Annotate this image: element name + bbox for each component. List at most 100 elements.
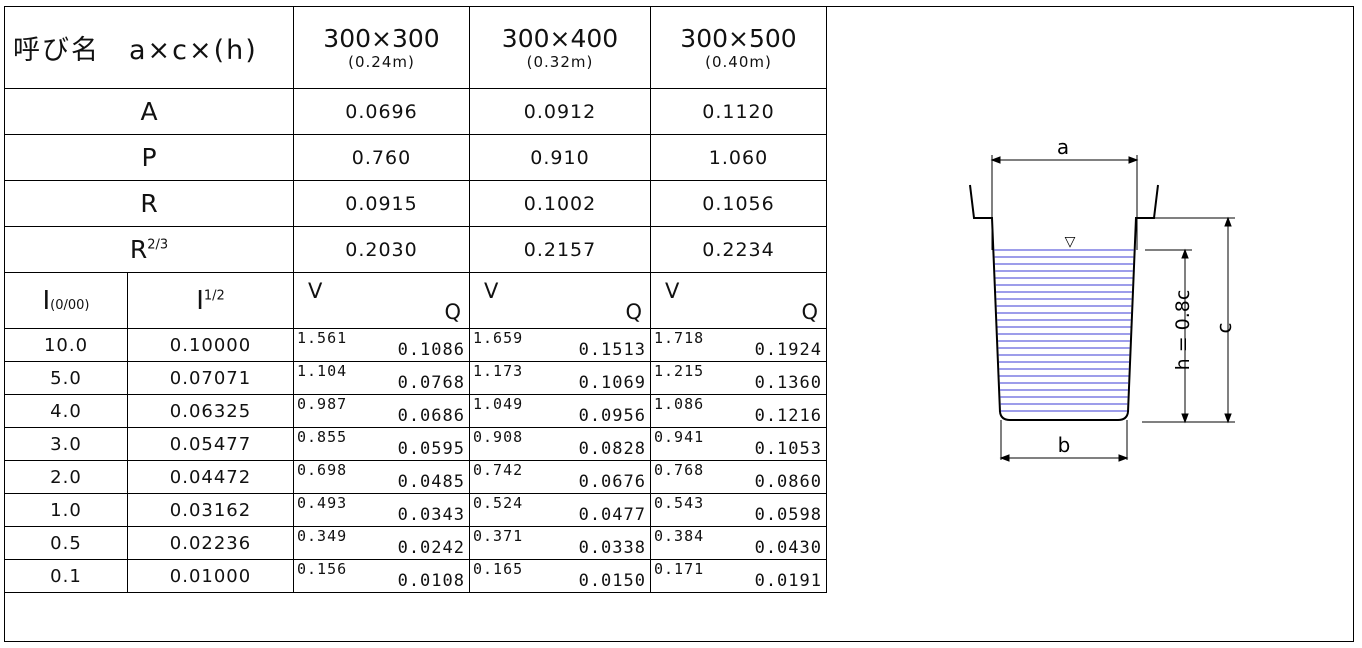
vq-cell: 1.104 0.0768 [293, 361, 470, 395]
velocity-value: 1.215 [654, 362, 705, 380]
discharge-value: 0.0242 [397, 538, 465, 558]
vq-cell: 0.349 0.0242 [293, 526, 470, 560]
table-row: 3.0 0.05477 0.855 0.0595 0.908 0.0828 0.941 0.1… [4, 427, 827, 461]
table-row: 1.0 0.03162 0.493 0.0343 0.524 0.0477 0.543 0.0… [4, 493, 827, 527]
velocity-label: V [308, 279, 323, 303]
slope-root-value: 0.03162 [127, 493, 294, 527]
vq-cell: 0.493 0.0343 [293, 493, 470, 527]
discharge-value: 0.0828 [578, 439, 646, 459]
velocity-value: 0.742 [473, 461, 524, 479]
arrow-icon [999, 454, 1010, 462]
velocity-value: 0.698 [297, 461, 348, 479]
slope-value: 4.0 [4, 394, 128, 428]
vq-cell: 0.543 0.0598 [650, 493, 827, 527]
velocity-value: 0.543 [654, 494, 705, 512]
prop-value: 0.0696 [293, 88, 470, 135]
label-a: a [1057, 135, 1069, 159]
discharge-value: 0.0477 [578, 505, 646, 525]
velocity-value: 1.049 [473, 395, 524, 413]
water-fill [994, 249, 1134, 412]
discharge-value: 0.0598 [754, 505, 822, 525]
vq-cell: 1.718 0.1924 [650, 328, 827, 362]
prop-label: A [4, 88, 294, 135]
prop-row-radius: R 0.0915 0.1002 0.1056 [4, 180, 827, 227]
channel-bottom [999, 411, 1129, 421]
discharge-value: 0.0595 [397, 439, 465, 459]
channel-right-wall [1127, 184, 1159, 413]
velocity-value: 1.561 [297, 329, 348, 347]
flow-table: 呼び名 a×c×(h) 300×300 (0.24m) 300×400 (0.32m… [4, 6, 827, 593]
size-depth: (0.24m) [348, 52, 415, 71]
prop-label: R [4, 180, 294, 227]
label-b: b [1058, 433, 1071, 457]
slope-root-value: 0.10000 [127, 328, 294, 362]
velocity-label: V [665, 279, 680, 303]
size-name: 300×300 [323, 23, 440, 53]
prop-value: 0.2234 [650, 226, 827, 273]
vq-cell: 1.086 0.1216 [650, 394, 827, 428]
discharge-value: 0.1360 [754, 373, 822, 393]
velocity-value: 0.941 [654, 428, 705, 446]
size-depth: (0.32m) [526, 52, 594, 71]
velocity-value: 1.173 [473, 362, 524, 380]
table-row: 0.1 0.01000 0.156 0.0108 0.165 0.0150 0.171 0.0… [4, 559, 827, 593]
slope-value: 0.5 [4, 526, 128, 560]
vq-cell: 0.855 0.0595 [293, 427, 470, 461]
discharge-value: 0.0150 [578, 571, 646, 591]
slope-root-value: 0.07071 [127, 361, 294, 395]
prop-label: R2/3 [4, 226, 294, 273]
prop-value: 0.1120 [650, 88, 827, 135]
discharge-value: 0.0191 [754, 571, 822, 591]
prop-value: 1.060 [650, 134, 827, 181]
velocity-value: 1.104 [297, 362, 348, 380]
slope-value: 2.0 [4, 460, 128, 494]
discharge-value: 0.1053 [754, 439, 822, 459]
prop-value: 0.1002 [469, 180, 651, 227]
vq-cell: 0.987 0.0686 [293, 394, 470, 428]
discharge-value: 0.1086 [397, 340, 465, 360]
slope-symbol: I [42, 285, 51, 316]
table-row: 10.0 0.10000 1.561 0.1086 1.659 0.1513 1.718 0.… [4, 328, 827, 362]
prop-value: 0.0915 [293, 180, 470, 227]
velocity-value: 0.171 [654, 560, 705, 578]
vq-cell: 0.908 0.0828 [469, 427, 651, 461]
vq-cell: 0.165 0.0150 [469, 559, 651, 593]
discharge-value: 0.1513 [578, 340, 646, 360]
slope-header: I(0/00) [4, 272, 128, 329]
discharge-value: 0.0338 [578, 538, 646, 558]
table-row: 0.5 0.02236 0.349 0.0242 0.371 0.0338 0.384 0.0… [4, 526, 827, 560]
slope-root-value: 0.06325 [127, 394, 294, 428]
prop-value: 0.1056 [650, 180, 827, 227]
slope-root-value: 0.05477 [127, 427, 294, 461]
prop-label-exponent: 2/3 [147, 237, 169, 253]
velocity-value: 0.987 [297, 395, 348, 413]
vq-cell: 1.049 0.0956 [469, 394, 651, 428]
slope-root-value: 0.01000 [127, 559, 294, 593]
discharge-value: 0.1216 [754, 406, 822, 426]
vq-cell: 1.561 0.1086 [293, 328, 470, 362]
slope-value: 10.0 [4, 328, 128, 362]
slope-root-symbol: I [196, 285, 204, 316]
velocity-value: 0.156 [297, 560, 348, 578]
discharge-label: Q [444, 300, 461, 324]
slope-root-value: 0.04472 [127, 460, 294, 494]
vq-cell: 0.156 0.0108 [293, 559, 470, 593]
prop-row-radius-pow: R2/3 0.2030 0.2157 0.2234 [4, 226, 827, 273]
velocity-value: 1.086 [654, 395, 705, 413]
channel-section-diagram: a b ▽ c h = 0.8c [969, 135, 1236, 462]
velocity-value: 0.768 [654, 461, 705, 479]
label-h: h = 0.8c [1172, 290, 1194, 371]
size-header-2: 300×400 (0.32m) [469, 6, 651, 89]
arrow-icon [1224, 413, 1232, 424]
prop-row-area: A 0.0696 0.0912 0.1120 [4, 88, 827, 135]
vq-cell: 0.371 0.0338 [469, 526, 651, 560]
size-name: 300×500 [680, 23, 797, 53]
size-header-1: 300×300 (0.24m) [293, 6, 470, 89]
prop-row-perimeter: P 0.760 0.910 1.060 [4, 134, 827, 181]
slope-unit: (0/00) [50, 297, 90, 313]
prop-value: 0.910 [469, 134, 651, 181]
prop-value: 0.2157 [469, 226, 651, 273]
header-row: 呼び名 a×c×(h) 300×300 (0.24m) 300×400 (0.32m… [4, 6, 827, 89]
discharge-value: 0.0768 [397, 373, 465, 393]
